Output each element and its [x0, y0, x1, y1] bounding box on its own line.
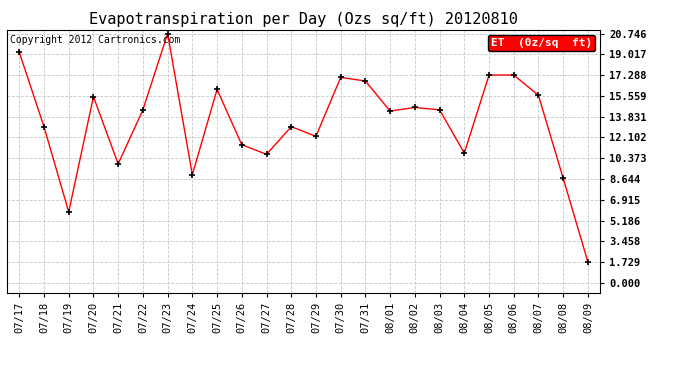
Title: Evapotranspiration per Day (Ozs sq/ft) 20120810: Evapotranspiration per Day (Ozs sq/ft) 2… — [89, 12, 518, 27]
Text: Copyright 2012 Cartronics.com: Copyright 2012 Cartronics.com — [10, 35, 180, 45]
Legend: ET  (0z/sq  ft): ET (0z/sq ft) — [488, 35, 595, 51]
